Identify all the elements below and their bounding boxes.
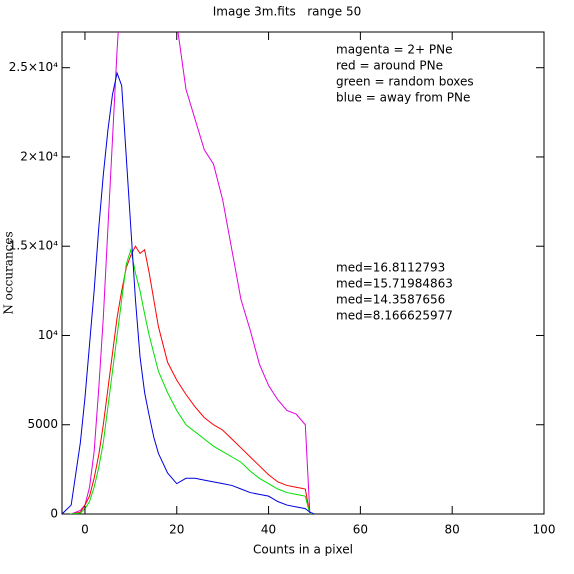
chart-title: Image 3m.fits range 50 bbox=[213, 5, 361, 19]
series-line bbox=[62, 71, 315, 514]
annotation: med=16.8112793 bbox=[336, 261, 445, 275]
annotation: med=14.3587656 bbox=[336, 293, 445, 307]
x-tick-label: 40 bbox=[261, 523, 276, 537]
x-tick-label: 60 bbox=[353, 523, 368, 537]
legend-entry: red = around PNe bbox=[336, 59, 443, 73]
x-axis-label: Counts in a pixel bbox=[253, 543, 353, 557]
x-tick-label: 80 bbox=[445, 523, 460, 537]
y-tick-label: 10⁴ bbox=[38, 328, 58, 342]
legend-entry: magenta = 2+ PNe bbox=[336, 43, 453, 57]
y-tick-label: 0 bbox=[50, 507, 58, 521]
annotation: med=15.71984863 bbox=[336, 277, 453, 291]
y-tick-label: 2×10⁴ bbox=[20, 149, 58, 163]
y-tick-label: 5000 bbox=[27, 417, 58, 431]
x-tick-label: 100 bbox=[533, 523, 556, 537]
series-line bbox=[62, 247, 315, 514]
y-axis-label: N occurances bbox=[2, 231, 16, 314]
series-line bbox=[62, 32, 315, 514]
plot-frame bbox=[61, 31, 545, 515]
series-line bbox=[62, 245, 315, 514]
x-tick-label: 20 bbox=[169, 523, 184, 537]
y-tick-label: 2.5×10⁴ bbox=[9, 60, 58, 74]
legend-entry: blue = away from PNe bbox=[336, 91, 470, 105]
y-tick-label: 1.5×10⁴ bbox=[9, 239, 58, 253]
legend-entry: green = random boxes bbox=[336, 75, 474, 89]
x-tick-label: 0 bbox=[81, 523, 89, 537]
plot-lines bbox=[62, 32, 315, 514]
annotation: med=8.166625977 bbox=[336, 309, 453, 323]
